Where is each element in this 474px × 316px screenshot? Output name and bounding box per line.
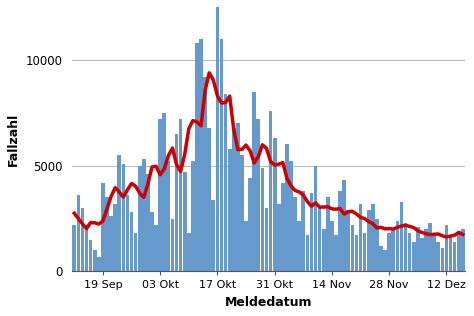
Bar <box>379 246 383 271</box>
Bar <box>314 166 318 271</box>
Bar <box>359 204 363 271</box>
Bar <box>355 235 358 271</box>
Bar <box>208 128 211 271</box>
Bar <box>400 202 403 271</box>
Bar <box>318 208 321 271</box>
Bar <box>105 198 109 271</box>
Bar <box>432 235 436 271</box>
Bar <box>191 161 195 271</box>
Bar <box>293 198 297 271</box>
Bar <box>142 159 146 271</box>
Bar <box>301 191 305 271</box>
Bar <box>256 119 260 271</box>
Bar <box>424 229 428 271</box>
Bar <box>310 193 313 271</box>
Bar <box>163 113 166 271</box>
Bar <box>412 242 416 271</box>
Bar <box>134 234 137 271</box>
Bar <box>109 216 113 271</box>
Bar <box>457 231 461 271</box>
Bar <box>351 225 354 271</box>
Bar <box>367 210 371 271</box>
Bar <box>97 257 100 271</box>
Bar <box>85 225 88 271</box>
Bar <box>363 234 366 271</box>
Bar <box>248 178 252 271</box>
Bar <box>130 212 133 271</box>
Bar <box>449 235 452 271</box>
Bar <box>326 198 330 271</box>
Bar <box>154 225 158 271</box>
Bar <box>273 138 276 271</box>
Bar <box>383 250 387 271</box>
Bar <box>211 199 215 271</box>
Y-axis label: Fallzahl: Fallzahl <box>7 112 20 166</box>
Bar <box>322 229 326 271</box>
Bar <box>437 242 440 271</box>
Bar <box>416 227 419 271</box>
Bar <box>269 111 273 271</box>
Bar <box>101 183 105 271</box>
Bar <box>93 250 97 271</box>
Bar <box>219 39 223 271</box>
Bar <box>224 94 228 271</box>
Bar <box>375 219 379 271</box>
Bar <box>187 234 191 271</box>
Bar <box>216 0 219 271</box>
Bar <box>179 119 182 271</box>
Bar <box>166 161 170 271</box>
Bar <box>330 221 334 271</box>
Bar <box>289 161 293 271</box>
Bar <box>281 183 285 271</box>
Bar <box>183 172 187 271</box>
Bar <box>138 166 142 271</box>
Bar <box>121 164 125 271</box>
Bar <box>392 229 395 271</box>
Bar <box>171 219 174 271</box>
Bar <box>244 221 248 271</box>
Bar <box>76 195 80 271</box>
Bar <box>158 119 162 271</box>
Bar <box>453 242 456 271</box>
Bar <box>150 212 154 271</box>
Bar <box>232 128 236 271</box>
Bar <box>113 204 117 271</box>
Bar <box>334 235 338 271</box>
Bar <box>89 240 92 271</box>
Bar <box>461 229 465 271</box>
Bar <box>199 39 203 271</box>
X-axis label: Meldedatum: Meldedatum <box>225 296 312 309</box>
Bar <box>408 234 411 271</box>
Bar <box>277 204 281 271</box>
Bar <box>342 180 346 271</box>
Bar <box>306 235 309 271</box>
Bar <box>371 204 374 271</box>
Bar <box>261 168 264 271</box>
Bar <box>264 208 268 271</box>
Bar <box>338 191 342 271</box>
Bar <box>236 123 240 271</box>
Bar <box>146 174 150 271</box>
Bar <box>297 221 301 271</box>
Bar <box>252 92 256 271</box>
Bar <box>126 195 129 271</box>
Bar <box>404 223 407 271</box>
Bar <box>420 238 424 271</box>
Bar <box>395 221 399 271</box>
Bar <box>440 248 444 271</box>
Bar <box>228 149 231 271</box>
Bar <box>118 155 121 271</box>
Bar <box>428 223 432 271</box>
Bar <box>175 134 178 271</box>
Bar <box>73 225 76 271</box>
Bar <box>445 225 448 271</box>
Bar <box>387 234 391 271</box>
Bar <box>285 144 289 271</box>
Bar <box>81 208 84 271</box>
Bar <box>203 77 207 271</box>
Bar <box>240 155 244 271</box>
Bar <box>346 210 350 271</box>
Bar <box>195 43 199 271</box>
